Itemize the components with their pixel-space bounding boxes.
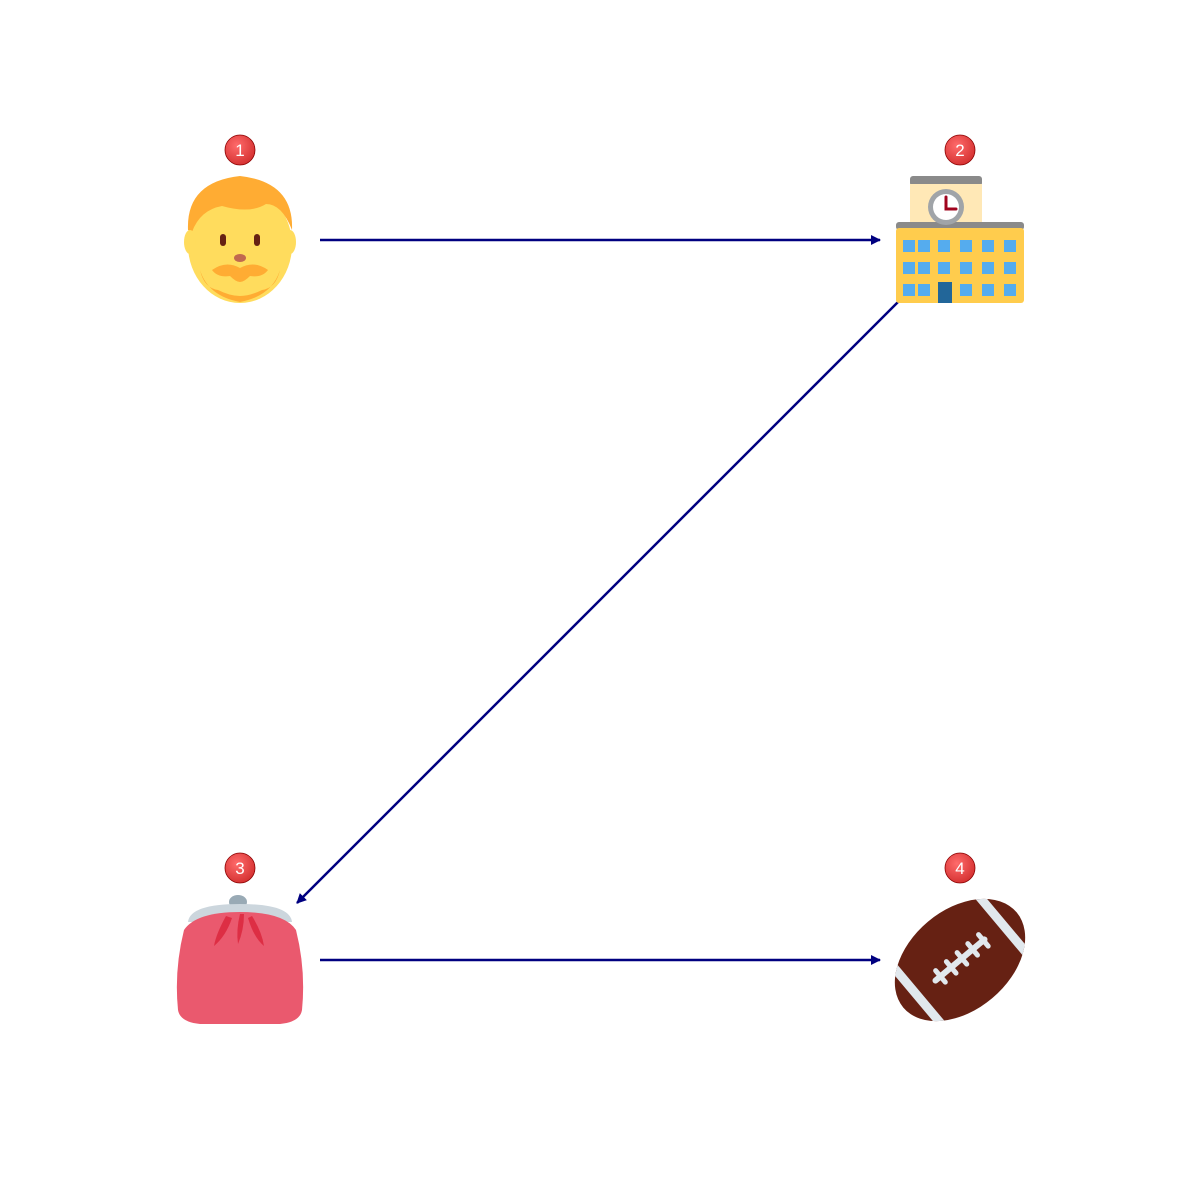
node-2-badge-label: 2 — [955, 141, 964, 160]
edges — [296, 235, 899, 965]
node-2-badge: 2 — [944, 134, 976, 166]
purse-icon — [176, 895, 304, 1024]
node-4-badge: 4 — [944, 852, 976, 884]
node-4: 4 — [875, 852, 1045, 1045]
node-3-badge-label: 3 — [235, 859, 244, 878]
node-1-badge: 1 — [224, 134, 256, 166]
node-1-badge-label: 1 — [235, 141, 244, 160]
node-3: 3 — [176, 852, 304, 1024]
node-1: 1 — [184, 134, 296, 303]
edge-2-to-3 — [296, 301, 899, 904]
node-2: 2 — [896, 134, 1024, 303]
american-football-icon — [875, 875, 1045, 1045]
node-3-badge: 3 — [224, 852, 256, 884]
node-4-badge-label: 4 — [955, 859, 964, 878]
man-face-icon — [184, 176, 296, 303]
school-building-icon — [896, 176, 1024, 303]
